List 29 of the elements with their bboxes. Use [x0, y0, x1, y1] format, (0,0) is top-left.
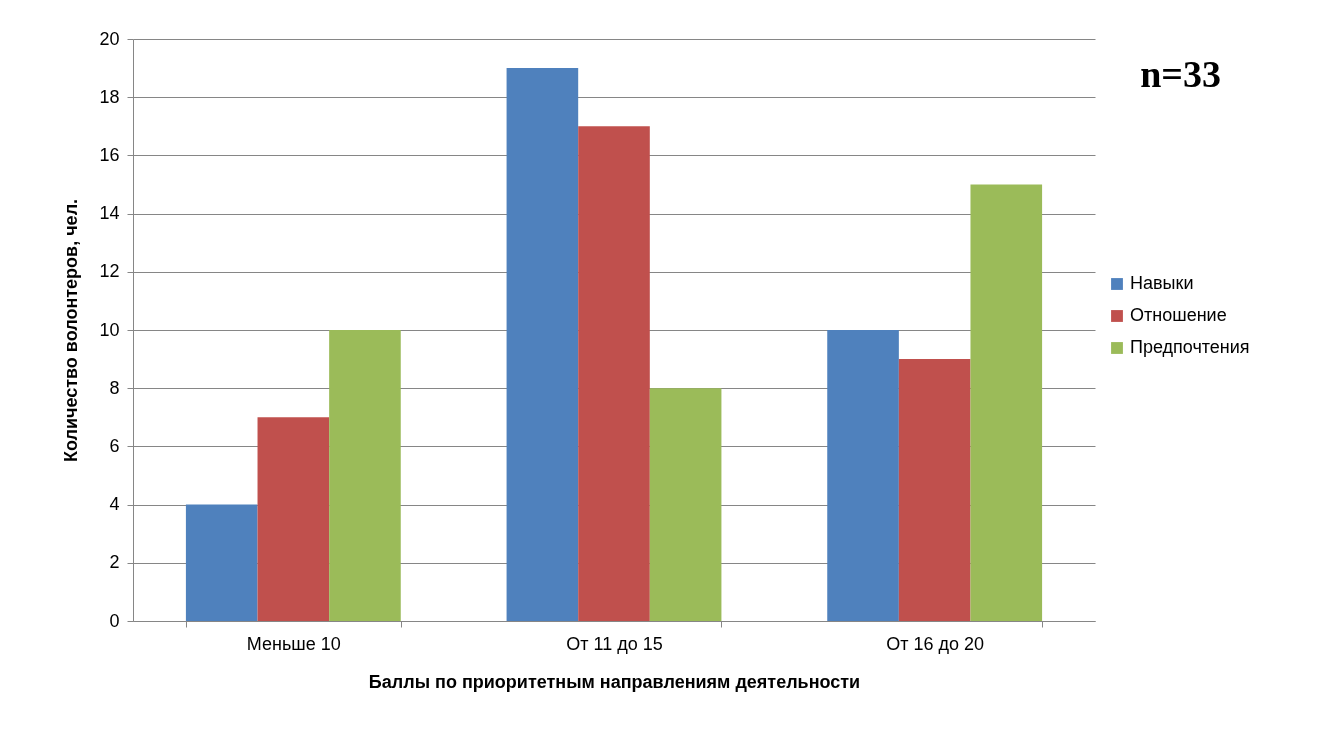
bar — [185, 504, 258, 621]
x-tick-label: От 11 до 15 — [566, 633, 663, 654]
bar — [970, 184, 1043, 621]
y-tick-label: 16 — [99, 144, 120, 165]
y-tick-label: 20 — [99, 28, 120, 49]
x-tick-label: От 16 до 20 — [886, 633, 985, 654]
y-axis-title: Количество волонтеров, чел. — [61, 198, 82, 463]
y-tick-label: 2 — [109, 552, 120, 573]
bar — [257, 417, 330, 621]
x-axis-title: Баллы по приоритетным направлениям деятельности — [368, 671, 861, 692]
y-tick-label: 4 — [109, 494, 120, 515]
y-tick-label: 14 — [99, 203, 120, 224]
x-tick-label: Меньше 10 — [246, 633, 341, 654]
legend-label: Отношение — [1130, 305, 1227, 325]
text: n=33 — [1140, 52, 1221, 96]
y-tick-label: 6 — [109, 435, 120, 456]
legend-label: Предпочтения — [1130, 337, 1250, 357]
legend-label: Навыки — [1130, 273, 1194, 293]
bar — [578, 126, 650, 621]
bar — [898, 359, 971, 621]
y-tick-label: 12 — [99, 261, 120, 282]
y-tick-label: 8 — [109, 377, 120, 398]
y-tick-label: 18 — [99, 86, 120, 107]
y-tick-label: 10 — [99, 319, 120, 340]
bar — [329, 330, 401, 621]
bar — [827, 330, 899, 621]
y-tick-label: 0 — [109, 610, 120, 631]
bar — [506, 68, 579, 621]
bar — [649, 388, 722, 621]
